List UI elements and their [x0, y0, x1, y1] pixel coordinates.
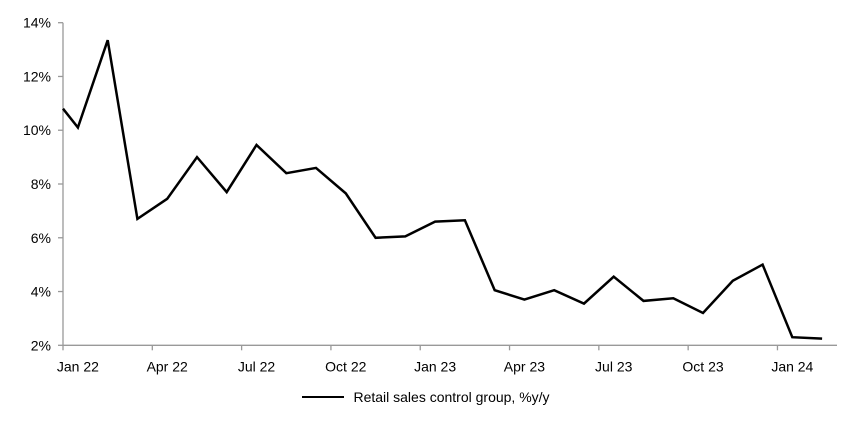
x-tick-label: Jul 23: [595, 358, 633, 374]
x-tick-label: Jan 24: [771, 358, 813, 374]
y-tick-label: 12%: [23, 68, 51, 84]
y-tick-label: 4%: [31, 284, 51, 300]
retail-sales-line: [62, 39, 823, 340]
x-tick-label: Jan 23: [414, 358, 456, 374]
x-tick-label: Oct 23: [682, 358, 723, 374]
x-tick-label: Apr 23: [504, 358, 545, 374]
y-tick-label: 10%: [23, 122, 51, 138]
x-tick-label: Jan 22: [57, 358, 99, 374]
y-tick-label: 14%: [23, 15, 51, 31]
y-tick-label: 2%: [31, 337, 51, 353]
x-tick-label: Jul 22: [238, 358, 276, 374]
x-tick-label: Oct 22: [325, 358, 366, 374]
x-tick-label: Apr 22: [147, 358, 188, 374]
legend-label: Retail sales control group, %y/y: [353, 389, 550, 405]
legend-line-swatch: [302, 395, 345, 399]
y-tick-label: 8%: [31, 176, 51, 192]
y-tick-label: 6%: [31, 230, 51, 246]
legend: Retail sales control group, %y/y: [0, 389, 852, 405]
